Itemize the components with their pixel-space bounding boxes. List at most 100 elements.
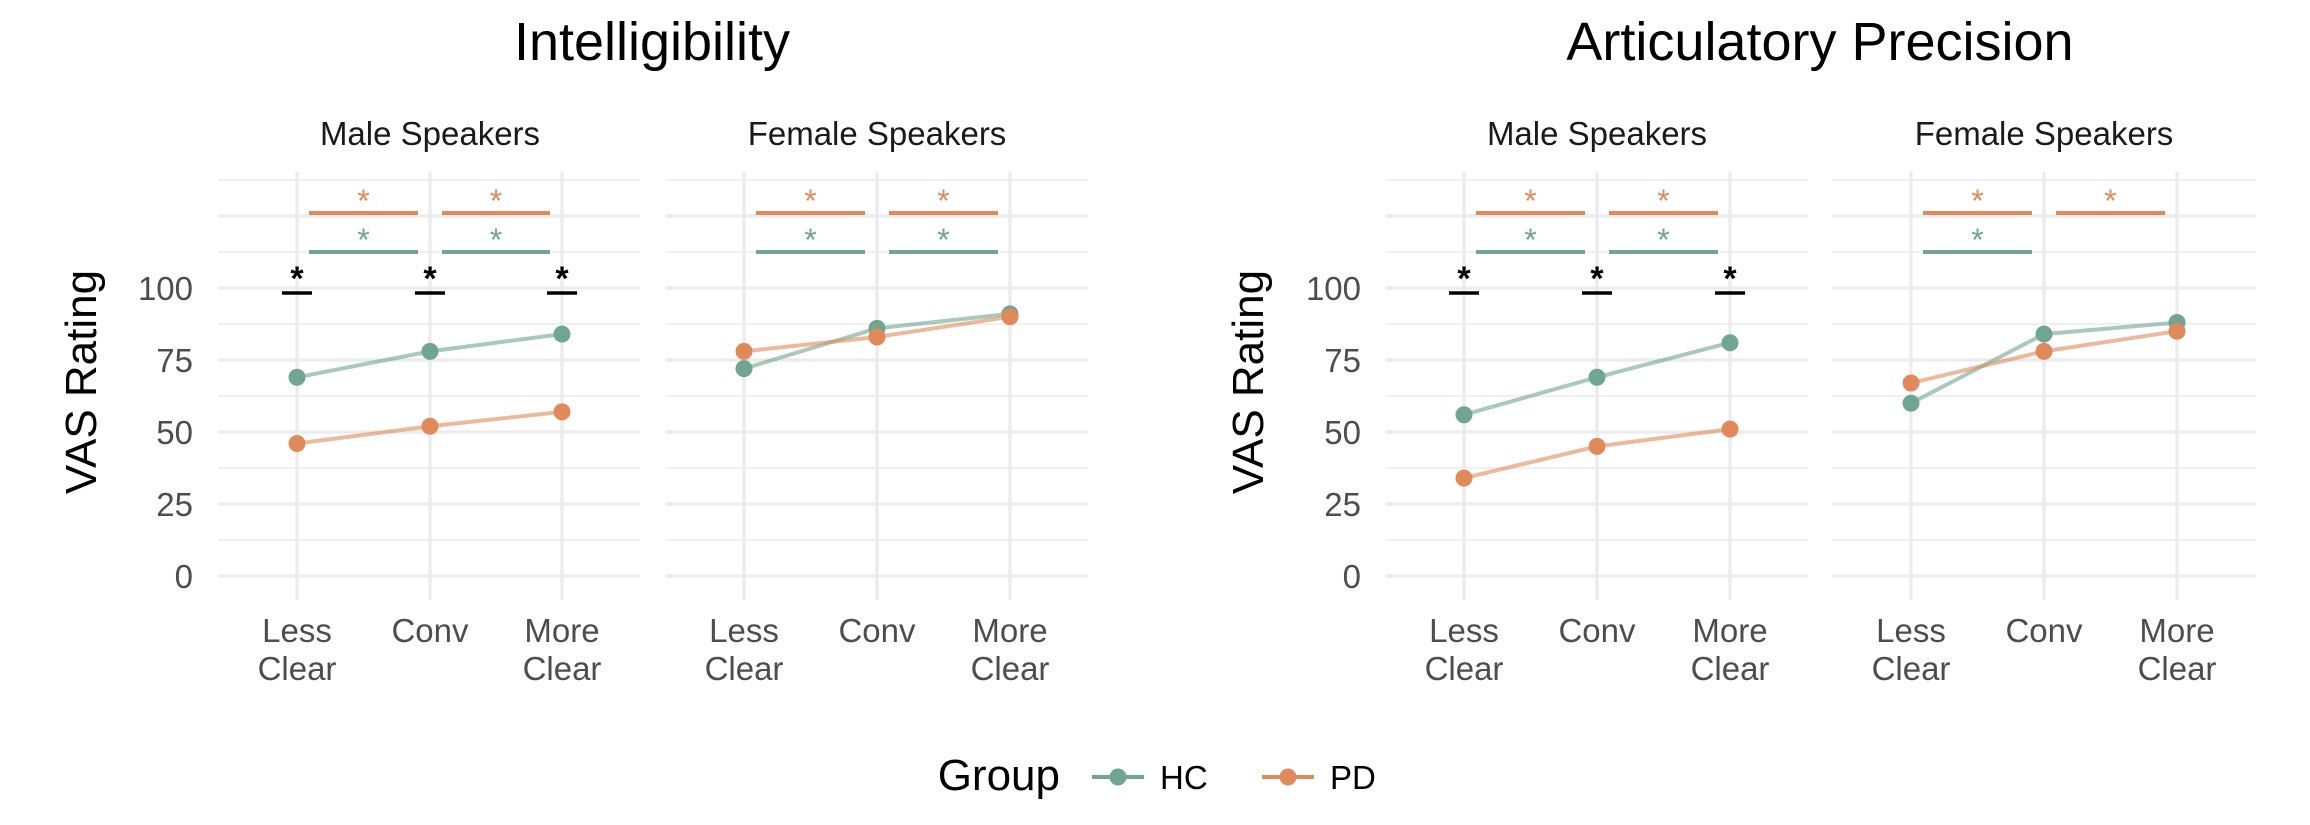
data-point-pd — [288, 435, 306, 453]
y-tick-label: 25 — [1324, 486, 1361, 523]
y-tick-label: 100 — [138, 270, 193, 307]
within-group-sig-star-pd: * — [1657, 183, 1669, 219]
figure-0: Intelligibility VAS Rating 0 25 50 75 100 Male … — [57, 12, 1088, 687]
data-point-pd — [1721, 420, 1739, 438]
data-point-hc — [2035, 325, 2053, 343]
x-tick-label-line: Clear — [705, 650, 784, 687]
y-tick-label: 75 — [156, 342, 193, 379]
x-tick-label-line: Clear — [971, 650, 1050, 687]
within-group-sig-star-hc: * — [490, 222, 502, 258]
legend-label: HC — [1160, 759, 1208, 796]
x-tick-label-line: Clear — [2138, 650, 2217, 687]
panel-title: Male Speakers — [320, 115, 540, 152]
x-tick-label: More Clear — [1691, 612, 1770, 687]
y-tick-label: 50 — [1324, 414, 1361, 451]
x-tick-label-line: Less — [1429, 612, 1499, 649]
legend: Group HC PD — [938, 751, 1376, 800]
y-tick-label: 100 — [1306, 270, 1361, 307]
x-tick-label: Less Clear — [1425, 612, 1504, 687]
within-group-sig-star-hc: * — [1657, 222, 1669, 258]
y-axis-label: VAS Rating — [1224, 270, 1273, 494]
data-point-pd — [2035, 342, 2053, 360]
x-tick-label: More Clear — [523, 612, 602, 687]
data-point-pd — [868, 328, 886, 346]
figure-title: Articulatory Precision — [1566, 12, 2073, 72]
x-tick-label: Less Clear — [258, 612, 337, 687]
between-group-sig-star: * — [1590, 260, 1604, 298]
data-point-pd — [1455, 469, 1473, 487]
within-group-sig-star-pd: * — [357, 183, 369, 219]
legend-key-point — [1279, 768, 1297, 786]
data-point-pd — [1001, 308, 1019, 326]
data-point-hc — [1588, 368, 1606, 386]
x-tick-label-line: Less — [1876, 612, 1946, 649]
panel-title: Female Speakers — [1915, 115, 2174, 152]
x-tick-label-line: Conv — [838, 612, 916, 649]
x-tick-label-line: Clear — [258, 650, 337, 687]
data-point-hc — [421, 342, 439, 360]
data-point-pd — [2168, 322, 2186, 340]
within-group-sig-star-hc: * — [937, 222, 949, 258]
between-group-sig-star: * — [423, 260, 437, 298]
between-group-sig-star: * — [1723, 260, 1737, 298]
y-tick-label: 50 — [156, 414, 193, 451]
within-group-sig-star-hc: * — [804, 222, 816, 258]
within-group-sig-star-hc: * — [1524, 222, 1536, 258]
within-group-sig-star-pd: * — [1524, 183, 1536, 219]
x-tick-label: Conv — [1558, 612, 1636, 649]
panel-title: Male Speakers — [1487, 115, 1707, 152]
x-tick-label-line: More — [1692, 612, 1767, 649]
x-tick-label-line: Clear — [1425, 650, 1504, 687]
data-point-pd — [553, 403, 571, 421]
between-group-sig-star: * — [555, 260, 569, 298]
data-point-hc — [553, 325, 571, 343]
y-tick-label: 0 — [175, 558, 193, 595]
within-group-sig-star-hc: * — [357, 222, 369, 258]
data-point-hc — [1902, 394, 1920, 412]
x-tick-label: Less Clear — [705, 612, 784, 687]
between-group-sig-star: * — [1457, 260, 1471, 298]
x-tick-label-line: Conv — [2005, 612, 2083, 649]
legend-label: PD — [1330, 759, 1376, 796]
x-tick-label-line: Less — [262, 612, 332, 649]
data-point-pd — [1588, 437, 1606, 455]
y-tick-label: 0 — [1343, 558, 1361, 595]
data-point-pd — [735, 342, 753, 360]
x-tick-label-line: Clear — [523, 650, 602, 687]
panel-title: Female Speakers — [748, 115, 1007, 152]
x-tick-label: More Clear — [971, 612, 1050, 687]
data-point-pd — [421, 417, 439, 435]
x-tick-label: Conv — [838, 612, 916, 649]
x-tick-label-line: Conv — [391, 612, 469, 649]
x-tick-label-line: More — [972, 612, 1047, 649]
figure-title: Intelligibility — [514, 12, 790, 72]
x-tick-label-line: More — [524, 612, 599, 649]
x-tick-label-line: More — [2139, 612, 2214, 649]
y-tick-label: 25 — [156, 486, 193, 523]
data-point-hc — [735, 360, 753, 378]
within-group-sig-star-pd: * — [1971, 183, 1983, 219]
x-tick-label-line: Conv — [1558, 612, 1636, 649]
within-group-sig-star-pd: * — [490, 183, 502, 219]
within-group-sig-star-pd: * — [937, 183, 949, 219]
x-tick-label: More Clear — [2138, 612, 2217, 687]
data-point-hc — [288, 368, 306, 386]
within-group-sig-star-pd: * — [2104, 183, 2116, 219]
within-group-sig-star-hc: * — [1971, 222, 1983, 258]
y-tick-label: 75 — [1324, 342, 1361, 379]
data-point-hc — [1455, 406, 1473, 424]
y-axis-label: VAS Rating — [57, 270, 106, 494]
x-tick-label-line: Clear — [1872, 650, 1951, 687]
data-point-pd — [1902, 374, 1920, 392]
x-tick-label-line: Clear — [1691, 650, 1770, 687]
figure-1: Articulatory Precision VAS Rating 0 25 50 75 1… — [1224, 12, 2256, 687]
legend-title: Group — [938, 751, 1060, 800]
data-point-hc — [1721, 334, 1739, 352]
between-group-sig-star: * — [290, 260, 304, 298]
